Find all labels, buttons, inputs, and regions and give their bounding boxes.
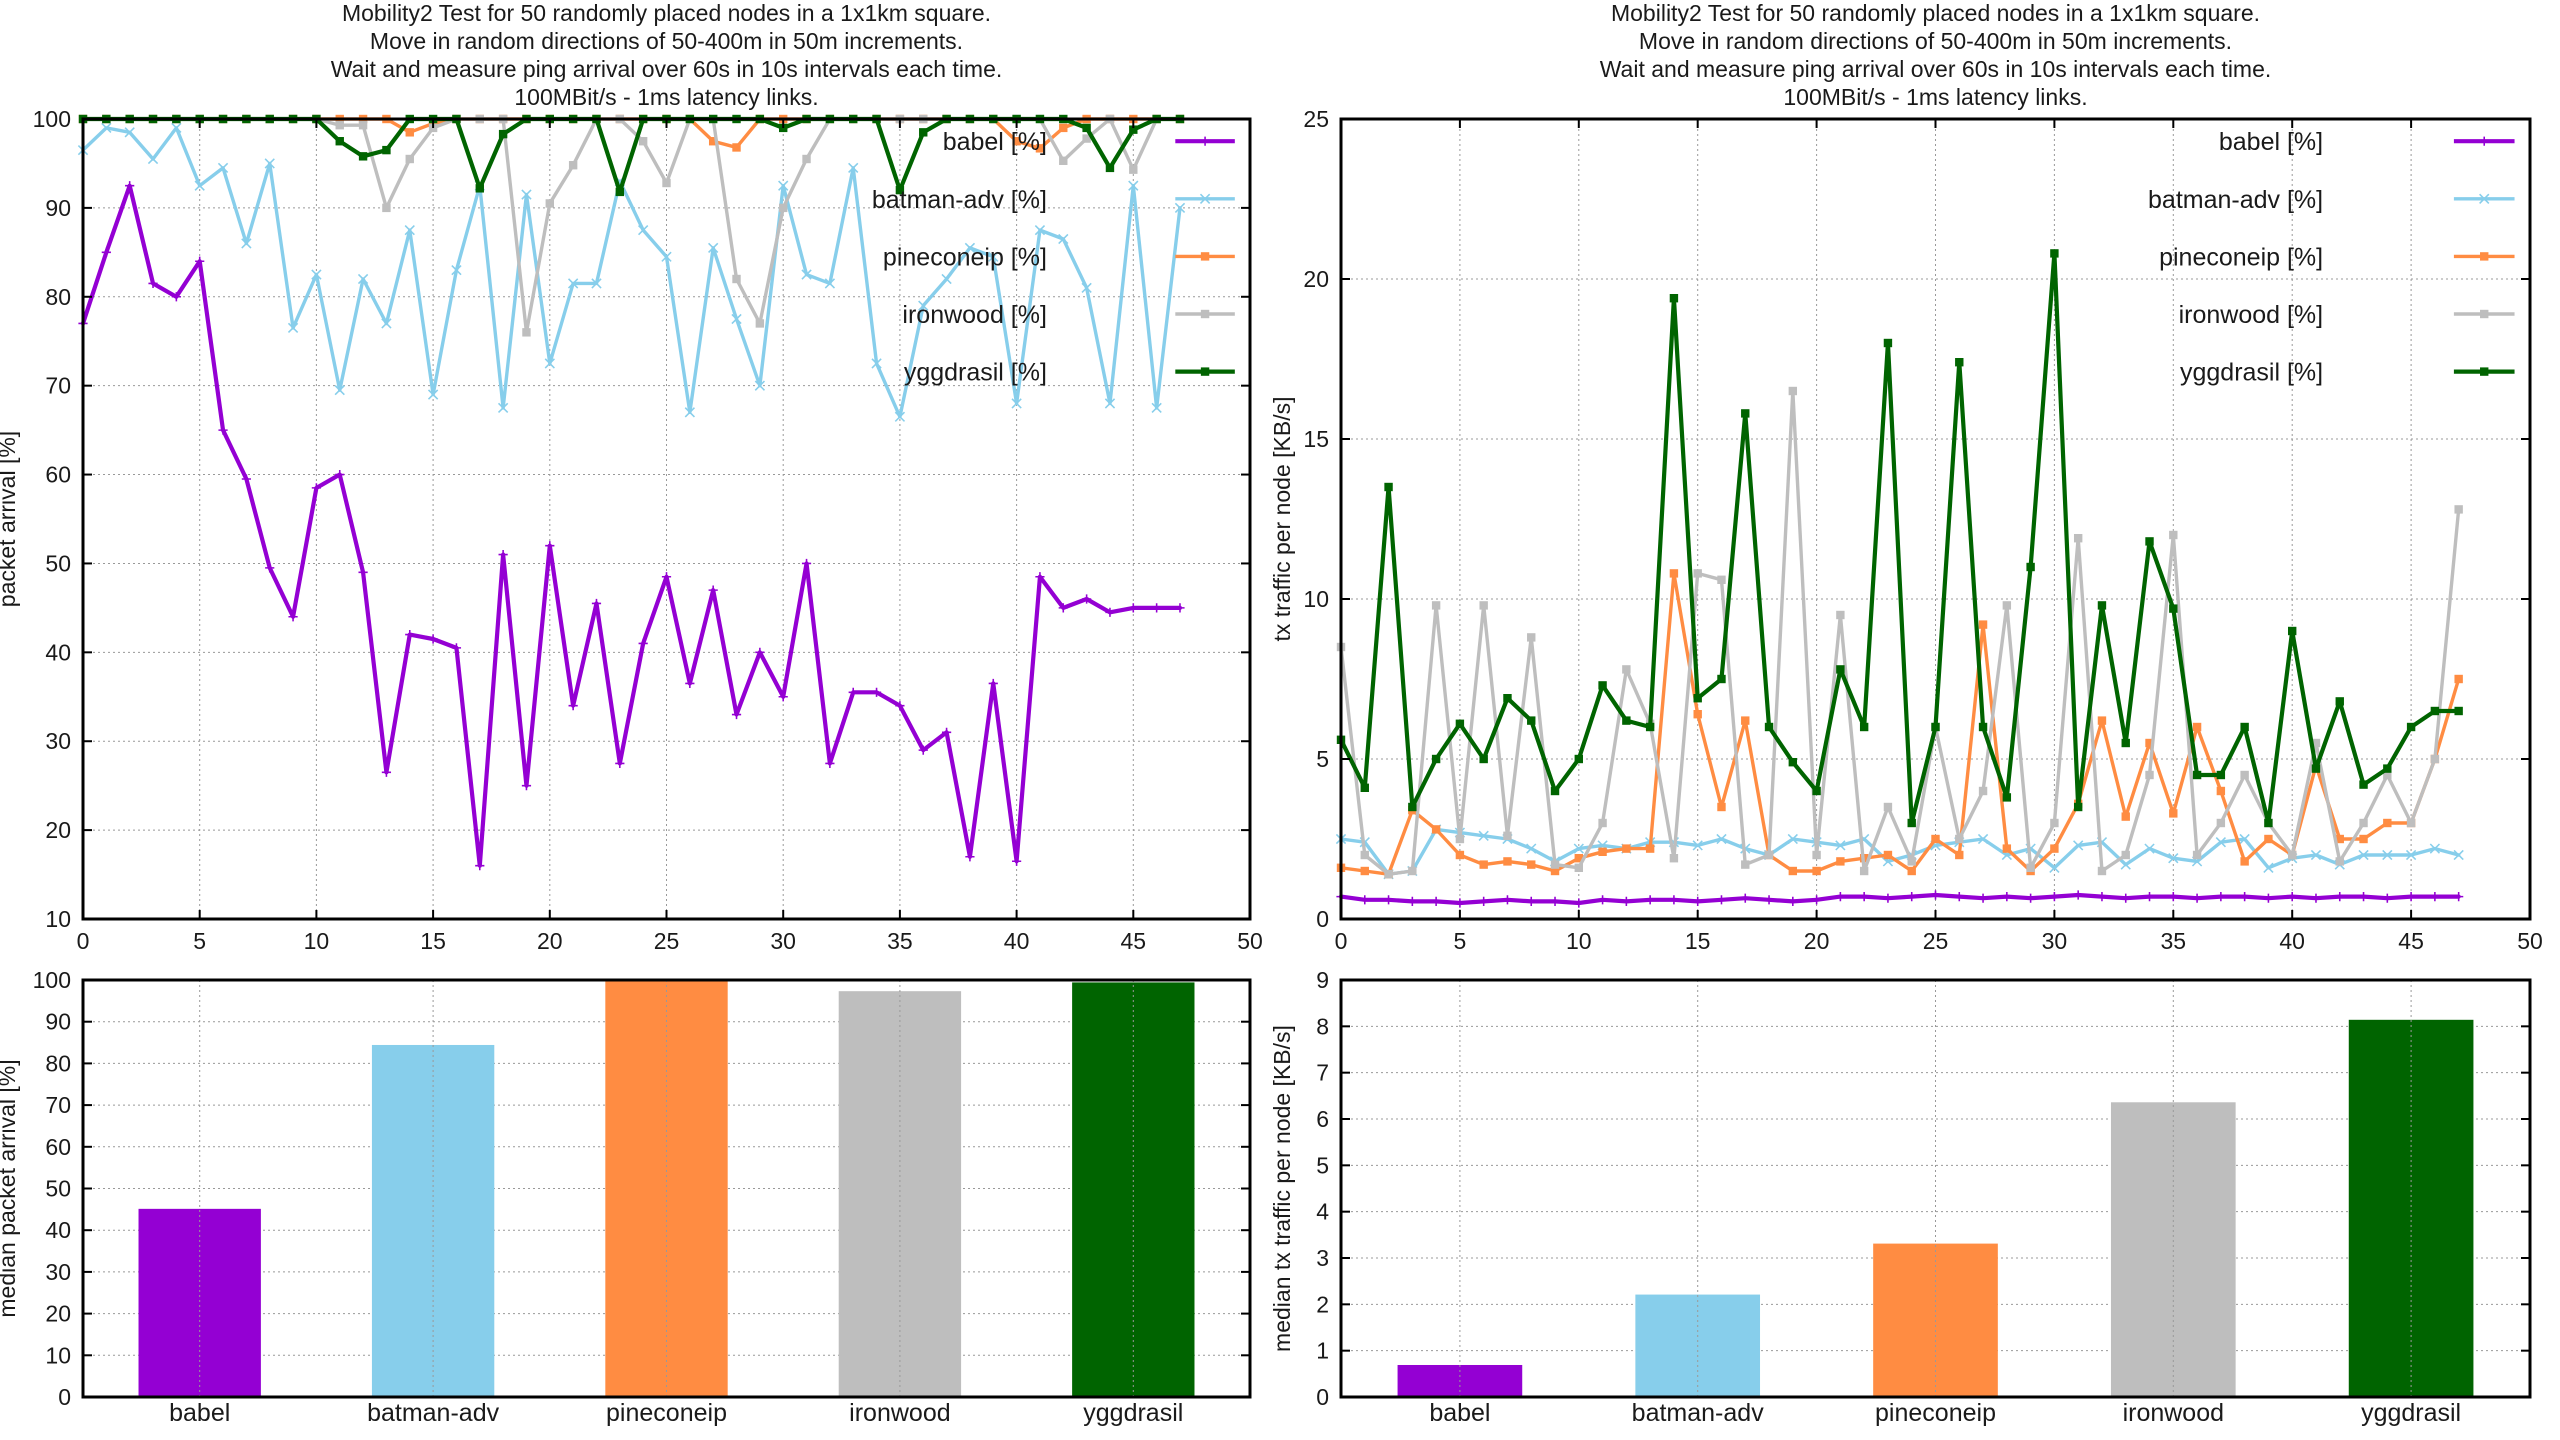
svg-text:pineconeip [%]: pineconeip [%] (2159, 243, 2323, 271)
svg-text:50: 50 (1237, 928, 1263, 954)
svg-text:20: 20 (45, 1301, 71, 1327)
svg-text:60: 60 (45, 1134, 71, 1160)
svg-text:10: 10 (304, 928, 330, 954)
svg-text:35: 35 (2161, 928, 2187, 954)
svg-text:20: 20 (537, 928, 563, 954)
svg-text:0: 0 (1335, 928, 1348, 954)
svg-text:pineconeip: pineconeip (606, 1399, 727, 1427)
svg-text:10: 10 (1303, 586, 1329, 612)
svg-text:1: 1 (1316, 1338, 1329, 1364)
svg-text:10: 10 (45, 1342, 71, 1368)
svg-text:20: 20 (45, 817, 71, 843)
svg-text:7: 7 (1316, 1060, 1329, 1086)
svg-text:tx traffic per node [KB/s]: tx traffic per node [KB/s] (1269, 396, 1295, 641)
svg-text:10: 10 (1566, 928, 1592, 954)
svg-text:2: 2 (1316, 1291, 1329, 1317)
svg-text:40: 40 (45, 639, 71, 665)
svg-text:90: 90 (45, 1009, 71, 1035)
svg-text:babel [%]: babel [%] (2219, 128, 2323, 156)
svg-text:25: 25 (1303, 106, 1329, 132)
svg-text:50: 50 (2517, 928, 2543, 954)
svg-text:5: 5 (1454, 928, 1467, 954)
svg-text:babel: babel (169, 1399, 230, 1427)
svg-text:45: 45 (1121, 928, 1147, 954)
svg-text:Wait and measure ping arrival: Wait and measure ping arrival over 60s i… (1600, 56, 2272, 82)
svg-text:60: 60 (45, 462, 71, 488)
svg-text:pineconeip: pineconeip (1875, 1399, 1996, 1427)
svg-text:Move in random directions of 5: Move in random directions of 50-400m in … (1639, 28, 2232, 54)
svg-text:0: 0 (58, 1384, 71, 1410)
svg-text:25: 25 (1923, 928, 1949, 954)
svg-text:4: 4 (1316, 1199, 1329, 1225)
svg-text:yggdrasil [%]: yggdrasil [%] (904, 359, 1047, 387)
svg-text:0: 0 (1316, 906, 1329, 932)
svg-text:30: 30 (45, 728, 71, 754)
svg-text:40: 40 (45, 1217, 71, 1243)
svg-text:0: 0 (1316, 1384, 1329, 1410)
svg-text:100: 100 (33, 967, 71, 993)
svg-text:90: 90 (45, 195, 71, 221)
svg-text:Wait and measure ping arrival: Wait and measure ping arrival over 60s i… (331, 56, 1003, 82)
svg-text:15: 15 (420, 928, 446, 954)
svg-text:batman-adv: batman-adv (1632, 1399, 1765, 1427)
svg-text:70: 70 (45, 1092, 71, 1118)
svg-text:batman-adv: batman-adv (367, 1399, 500, 1427)
svg-text:babel: babel (1429, 1399, 1490, 1427)
svg-text:25: 25 (654, 928, 680, 954)
svg-text:ironwood: ironwood (2123, 1399, 2224, 1427)
svg-text:10: 10 (45, 906, 71, 932)
svg-text:30: 30 (770, 928, 796, 954)
svg-text:5: 5 (1316, 746, 1329, 772)
svg-text:8: 8 (1316, 1013, 1329, 1039)
svg-text:45: 45 (2398, 928, 2424, 954)
svg-text:yggdrasil: yggdrasil (1083, 1399, 1183, 1427)
svg-text:100MBit/s - 1ms latency links.: 100MBit/s - 1ms latency links. (1783, 84, 2087, 110)
svg-text:9: 9 (1316, 967, 1329, 993)
svg-text:ironwood [%]: ironwood [%] (2179, 301, 2324, 329)
svg-text:50: 50 (45, 1176, 71, 1202)
svg-text:batman-adv [%]: batman-adv [%] (2148, 186, 2323, 214)
svg-text:Mobility2 Test for 50 randomly: Mobility2 Test for 50 randomly placed no… (1611, 0, 2260, 26)
svg-text:packet arrival [%]: packet arrival [%] (0, 431, 20, 607)
svg-text:3: 3 (1316, 1245, 1329, 1271)
svg-text:Move in random directions of 5: Move in random directions of 50-400m in … (370, 28, 963, 54)
svg-text:15: 15 (1685, 928, 1711, 954)
svg-text:pineconeip [%]: pineconeip [%] (883, 243, 1047, 271)
svg-text:100: 100 (33, 106, 71, 132)
svg-text:0: 0 (77, 928, 90, 954)
svg-text:40: 40 (1004, 928, 1030, 954)
svg-text:40: 40 (2279, 928, 2305, 954)
svg-text:80: 80 (45, 1050, 71, 1076)
svg-text:70: 70 (45, 373, 71, 399)
svg-text:ironwood: ironwood (849, 1399, 950, 1427)
svg-text:5: 5 (193, 928, 206, 954)
svg-text:median tx traffic per node [KB: median tx traffic per node [KB/s] (1269, 1025, 1295, 1352)
svg-text:30: 30 (45, 1259, 71, 1285)
svg-text:yggdrasil: yggdrasil (2361, 1399, 2461, 1427)
svg-text:6: 6 (1316, 1106, 1329, 1132)
svg-text:20: 20 (1303, 266, 1329, 292)
svg-text:100MBit/s - 1ms latency links.: 100MBit/s - 1ms latency links. (514, 84, 818, 110)
svg-text:20: 20 (1804, 928, 1830, 954)
svg-text:35: 35 (887, 928, 913, 954)
svg-text:ironwood [%]: ironwood [%] (902, 301, 1047, 329)
svg-text:babel [%]: babel [%] (943, 128, 1047, 156)
svg-text:Mobility2 Test for 50 randomly: Mobility2 Test for 50 randomly placed no… (342, 0, 991, 26)
svg-text:30: 30 (2042, 928, 2068, 954)
svg-text:50: 50 (45, 550, 71, 576)
svg-text:batman-adv [%]: batman-adv [%] (872, 186, 1047, 214)
svg-text:15: 15 (1303, 426, 1329, 452)
svg-text:yggdrasil [%]: yggdrasil [%] (2180, 359, 2323, 387)
svg-text:5: 5 (1316, 1152, 1329, 1178)
svg-text:median packet arrival [%]: median packet arrival [%] (0, 1059, 20, 1317)
svg-text:80: 80 (45, 284, 71, 310)
